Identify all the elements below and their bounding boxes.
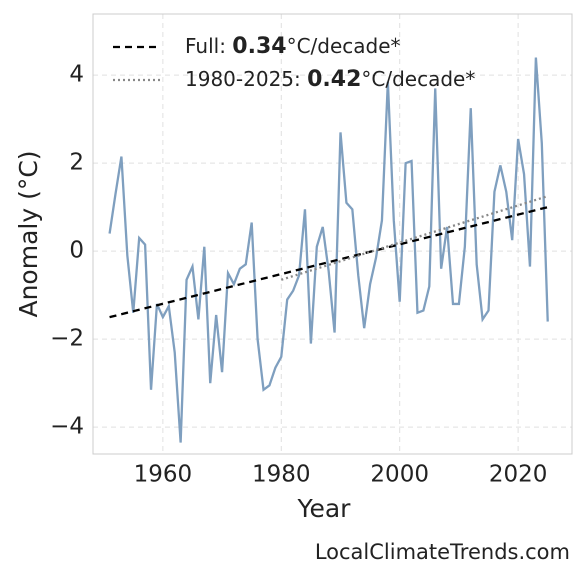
x-axis-label: Year <box>297 494 352 523</box>
y-tick-label: −4 <box>50 414 84 440</box>
y-tick-label: 2 <box>69 150 84 176</box>
legend-text: 1980-2025: <box>185 67 307 91</box>
legend-text: 0.42 <box>307 67 361 92</box>
legend-text: °C/decade* <box>287 34 401 58</box>
legend-text: 0.34 <box>232 34 286 59</box>
y-tick-label: 4 <box>69 62 84 88</box>
data-line <box>108 57 549 443</box>
y-tick-label: −2 <box>50 326 84 352</box>
source-label: LocalClimateTrends.com <box>315 540 570 564</box>
x-tick-label: 1960 <box>134 462 193 488</box>
trend-line <box>280 195 549 281</box>
y-tick-label: 0 <box>69 238 84 264</box>
x-tick-label: 1980 <box>252 462 311 488</box>
legend-text: Full: <box>185 34 232 58</box>
legend-label: 1980-2025: 0.42°C/decade* <box>185 67 475 93</box>
x-tick-label: 2000 <box>370 462 429 488</box>
plot-frame <box>92 13 573 455</box>
x-tick-label: 2020 <box>489 462 548 488</box>
y-axis-label: Anomaly (°C) <box>14 150 43 317</box>
legend-text: °C/decade* <box>361 67 475 91</box>
trend-line <box>109 206 549 319</box>
legend-label: Full: 0.34°C/decade* <box>185 34 401 60</box>
